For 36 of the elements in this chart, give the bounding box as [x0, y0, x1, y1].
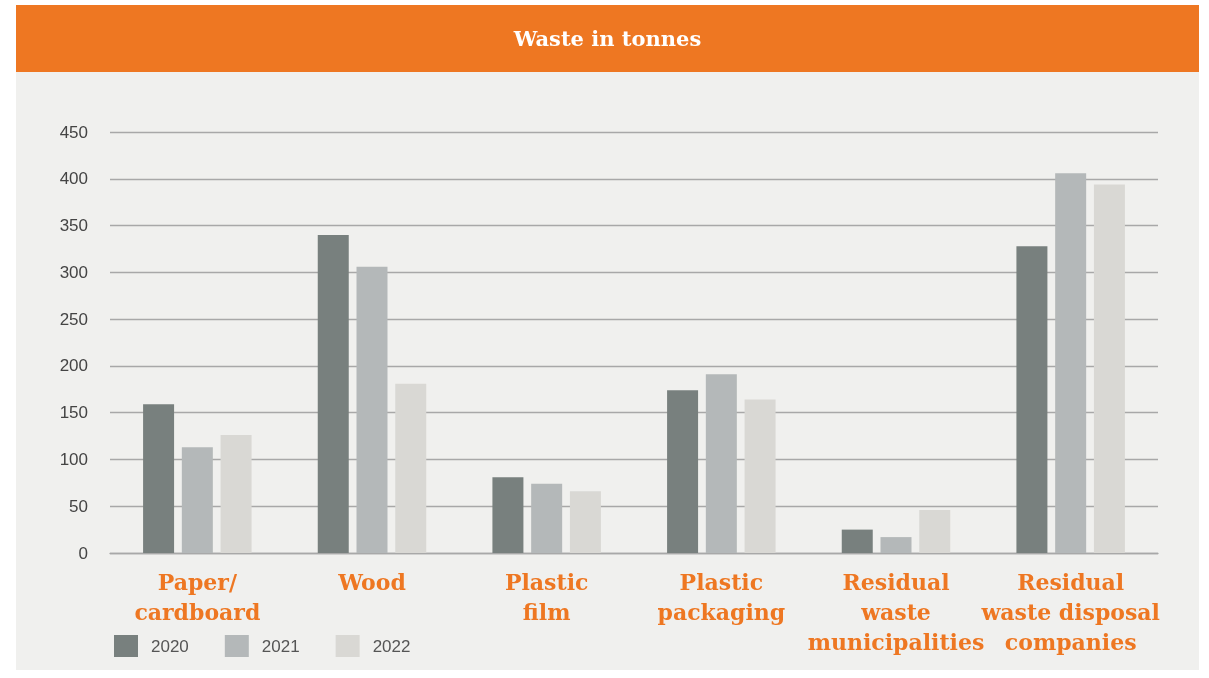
- chart-title: Waste in tonnes: [16, 5, 1199, 72]
- bar: [744, 399, 776, 553]
- bar: [1016, 246, 1048, 553]
- y-tick-label: 0: [78, 543, 88, 563]
- y-tick-label: 50: [69, 496, 88, 516]
- bar: [1055, 173, 1087, 553]
- bar: [531, 483, 563, 553]
- bar: [705, 374, 737, 553]
- bar: [919, 509, 951, 553]
- x-tick-label: Paper/ cardboard: [134, 569, 261, 625]
- y-tick-label: 100: [59, 449, 88, 469]
- y-tick-label: 300: [59, 262, 88, 282]
- y-tick-label: 200: [59, 356, 88, 376]
- bar: [841, 529, 873, 553]
- legend-label: 2020: [151, 636, 189, 656]
- y-tick-label: 150: [59, 403, 88, 423]
- bar: [395, 383, 427, 553]
- y-tick-label: 350: [59, 216, 88, 236]
- bar: [1093, 184, 1125, 553]
- x-tick-label: Wood: [337, 569, 406, 595]
- x-tick-label: Plastic packaging: [657, 569, 786, 625]
- bar: [492, 477, 524, 553]
- legend-label: 2021: [261, 636, 300, 656]
- legend-label: 2022: [372, 636, 411, 656]
- y-tick-label: 450: [59, 122, 88, 142]
- bar: [143, 404, 175, 553]
- bar: [569, 491, 601, 553]
- y-tick-label: 250: [59, 309, 88, 329]
- bar: [356, 266, 388, 553]
- bar: [317, 234, 349, 553]
- bar: [220, 435, 252, 553]
- bar: [667, 390, 699, 553]
- y-tick-label: 400: [59, 169, 88, 189]
- bar: [880, 537, 912, 553]
- x-tick-label: Plastic film: [504, 569, 589, 625]
- bar: [181, 447, 213, 553]
